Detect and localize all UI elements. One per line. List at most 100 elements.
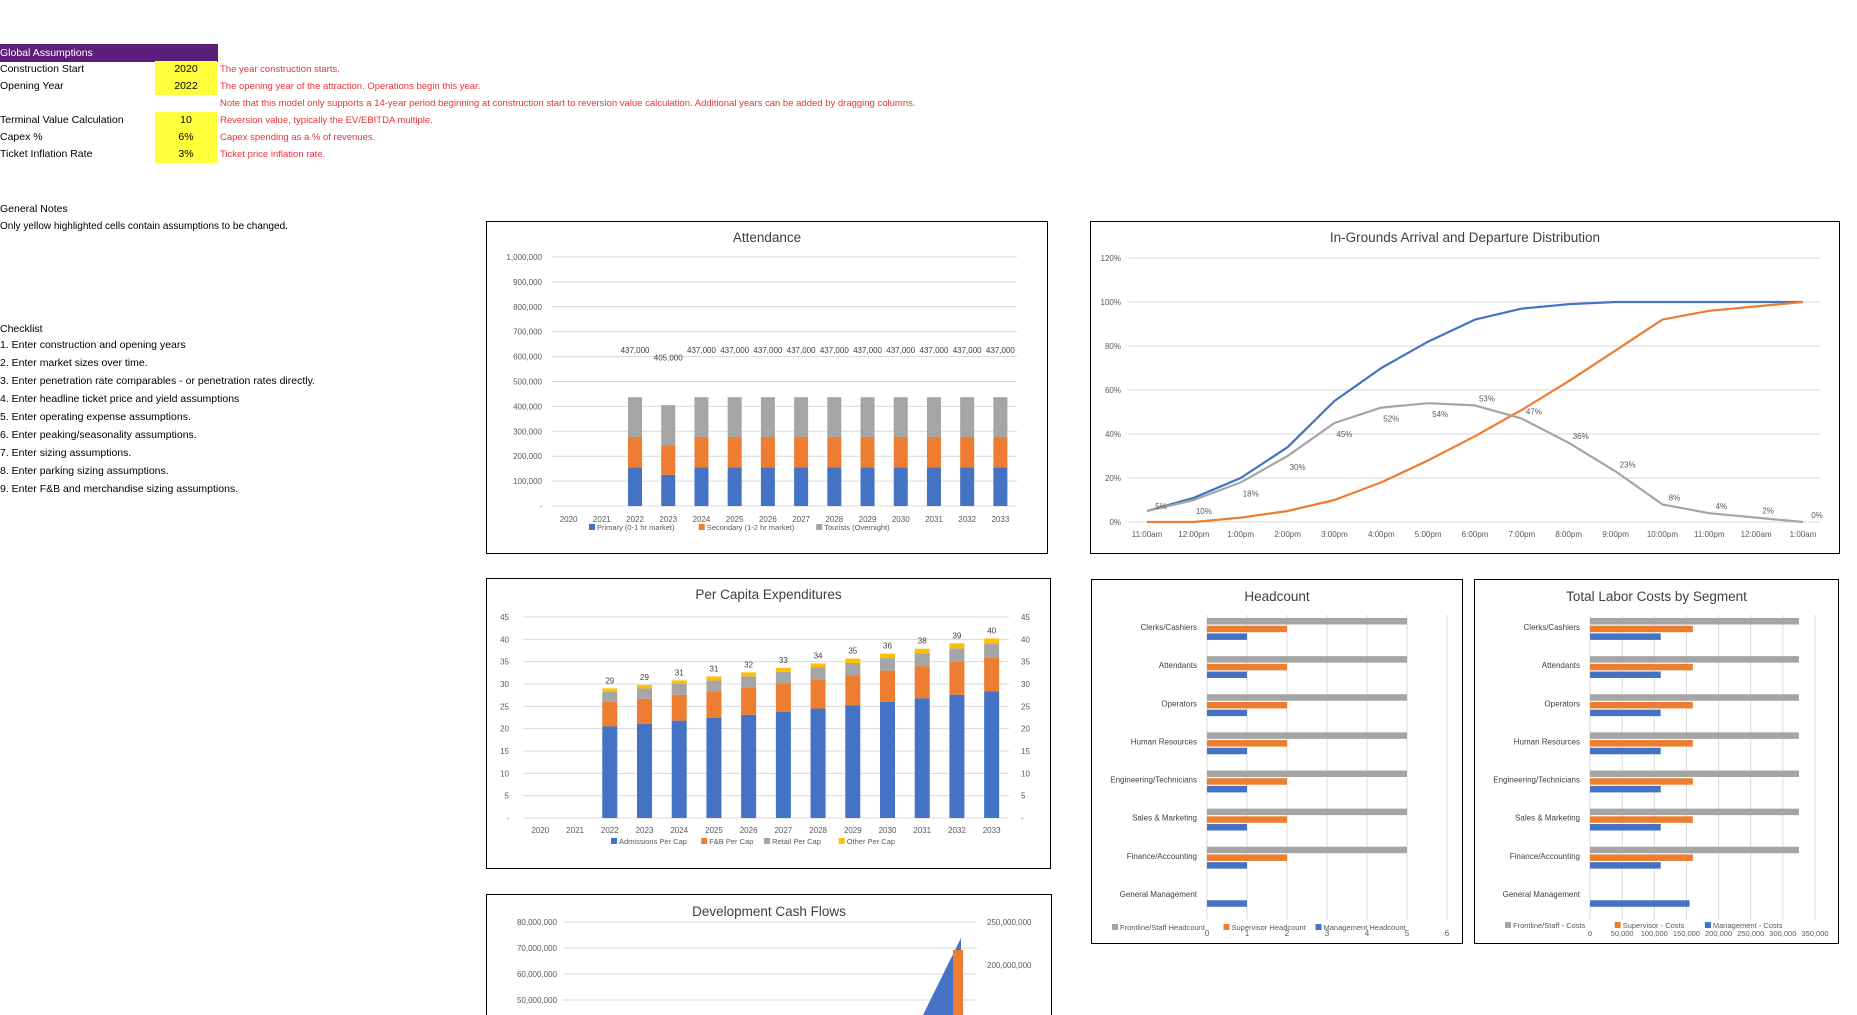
- bar-segment: [810, 708, 826, 818]
- bar: [1207, 656, 1407, 663]
- bar-segment: [926, 437, 941, 468]
- x-tick-label: 2026: [740, 826, 758, 835]
- bar-segment: [794, 437, 809, 468]
- y-tick-label-right: 30: [1021, 680, 1030, 689]
- assumption-note: The opening year of the attraction. Oper…: [220, 81, 481, 92]
- headcount-plot: 0 1 2 3 4 5 6 Clerks/Cashiers Attendants Operator…: [1110, 615, 1450, 938]
- bar: [1207, 808, 1407, 816]
- bar-segment: [661, 474, 676, 506]
- bar: [1207, 747, 1247, 755]
- y-tick-label: 40: [500, 635, 509, 644]
- legend-swatch: [838, 838, 845, 844]
- bar-segment: [741, 687, 757, 715]
- labor-costs-chart[interactable]: Total Labor Costs by Segment 0 50,000 100,…: [1474, 579, 1839, 944]
- bar-segment: [706, 676, 722, 681]
- assumption-value-cell[interactable]: 6%: [155, 129, 217, 146]
- bar-segment: [949, 648, 965, 662]
- legend-swatch: [589, 524, 595, 530]
- x-tick-label: 11:00pm: [1694, 530, 1725, 539]
- bar-segment: [628, 437, 643, 468]
- bar-segment: [949, 694, 965, 818]
- x-tick-label: 2: [1285, 929, 1290, 938]
- y-tick-label-right: 25: [1021, 702, 1030, 711]
- bar-segment: [727, 467, 742, 506]
- y-tick-label-right: 200,000,000: [987, 961, 1032, 970]
- bar-segment: [706, 691, 722, 718]
- y-tick-label-right: -: [1021, 814, 1024, 823]
- legend-swatch: [698, 524, 705, 530]
- x-tick-label: 2029: [859, 515, 877, 524]
- x-tick-label: 12:00pm: [1178, 530, 1209, 539]
- bar-segment: [880, 670, 895, 702]
- assumption-value-cell[interactable]: 3%: [155, 146, 217, 163]
- data-label: 54%: [1432, 410, 1448, 419]
- bar: [1590, 747, 1661, 755]
- assumption-value-cell[interactable]: 10: [155, 112, 217, 129]
- bar: [1590, 663, 1693, 671]
- legend-entry: Supervisor - Costs: [1623, 921, 1685, 930]
- x-tick-label: 3:00pm: [1321, 530, 1348, 539]
- bar-segment: [893, 437, 908, 468]
- data-label: 30%: [1290, 463, 1306, 472]
- bar: [1207, 785, 1247, 793]
- assumption-value-cell[interactable]: 2020: [155, 61, 217, 78]
- category-label: Sales & Marketing: [1515, 814, 1580, 823]
- bar-segment: [661, 445, 676, 475]
- x-tick-label: 1:00am: [1790, 530, 1817, 539]
- bar: [1207, 732, 1407, 739]
- x-tick-label: 2022: [626, 515, 644, 524]
- x-tick-label: 2025: [705, 826, 723, 835]
- x-tick-label: 350,000: [1801, 929, 1828, 938]
- bar: [1590, 824, 1661, 831]
- bar-segment: [794, 397, 809, 438]
- data-label: 35: [848, 647, 857, 656]
- bar-segment: [775, 667, 791, 672]
- x-tick-label: 2020: [560, 515, 578, 524]
- headcount-chart[interactable]: Headcount 0 1 2 3 4 5 6 Clerks/Cashiers Attendan…: [1091, 579, 1463, 944]
- bar-segment: [694, 437, 709, 468]
- bar-segment: [860, 467, 875, 506]
- chart-title: Development Cash Flows: [692, 904, 846, 919]
- bar-segment: [880, 701, 895, 818]
- bar-segment: [984, 643, 1000, 658]
- legend-entry: Tourists (Overnight): [824, 523, 890, 532]
- checklist-item: 8. Enter parking sizing assumptions.: [0, 465, 169, 477]
- bar-segment: [993, 467, 1008, 506]
- data-label: 8%: [1669, 493, 1681, 502]
- bar-segment: [926, 397, 941, 438]
- arrival-departure-chart[interactable]: In-Grounds Arrival and Departure Distrib…: [1090, 221, 1840, 554]
- legend-entry: Other Per Cap: [847, 837, 895, 846]
- checklist-item: 9. Enter F&B and merchandise sizing assu…: [0, 483, 239, 495]
- bar: [1207, 740, 1287, 747]
- data-label: 45%: [1336, 430, 1352, 439]
- y-tick-label: 20: [500, 725, 509, 734]
- bar-segment: [637, 698, 652, 724]
- legend-entry: Frontline/Staff Headcount: [1120, 923, 1206, 932]
- data-label: 4%: [1716, 502, 1728, 511]
- x-tick-label: 12:00am: [1741, 530, 1772, 539]
- x-tick-label: 2033: [983, 826, 1001, 835]
- x-tick-label: 2022: [601, 826, 619, 835]
- y-tick-label: 70,000,000: [517, 944, 558, 953]
- x-tick-label: 2031: [925, 515, 943, 524]
- y-tick-label: 80%: [1105, 342, 1121, 351]
- bar-segment: [914, 698, 930, 818]
- checklist-item: 6. Enter peaking/seasonality assumptions…: [0, 429, 197, 441]
- legend-swatch: [1704, 922, 1711, 928]
- y-tick-label-right: 45: [1021, 613, 1030, 622]
- category-label: Operators: [1544, 699, 1580, 708]
- x-tick-label: 2024: [670, 826, 688, 835]
- development-cash-flows-chart[interactable]: Development Cash Flows 50,000,000 60,000,…: [486, 894, 1052, 1015]
- arrival-departure-plot: 0% 20% 40% 60% 80% 100% 120% 11:00am 12:00pm 1:00…: [1101, 254, 1823, 539]
- assumption-value-cell[interactable]: 2022: [155, 78, 217, 95]
- bar-segment: [602, 726, 618, 818]
- legend-entry: Primary (0-1 hr market): [597, 523, 675, 532]
- chart-title: In-Grounds Arrival and Departure Distrib…: [1329, 230, 1601, 245]
- bar-segment: [845, 663, 861, 676]
- attendance-chart[interactable]: Attendance - 100,000 200,000 300,000 400,000…: [486, 221, 1048, 554]
- per-capita-chart[interactable]: Per Capita Expenditures - -5 5 10 10 15 15 20 20…: [486, 578, 1051, 869]
- bar: [1590, 785, 1661, 793]
- checklist-item: 5. Enter operating expense assumptions.: [0, 411, 191, 423]
- x-tick-label: 9:00pm: [1602, 530, 1629, 539]
